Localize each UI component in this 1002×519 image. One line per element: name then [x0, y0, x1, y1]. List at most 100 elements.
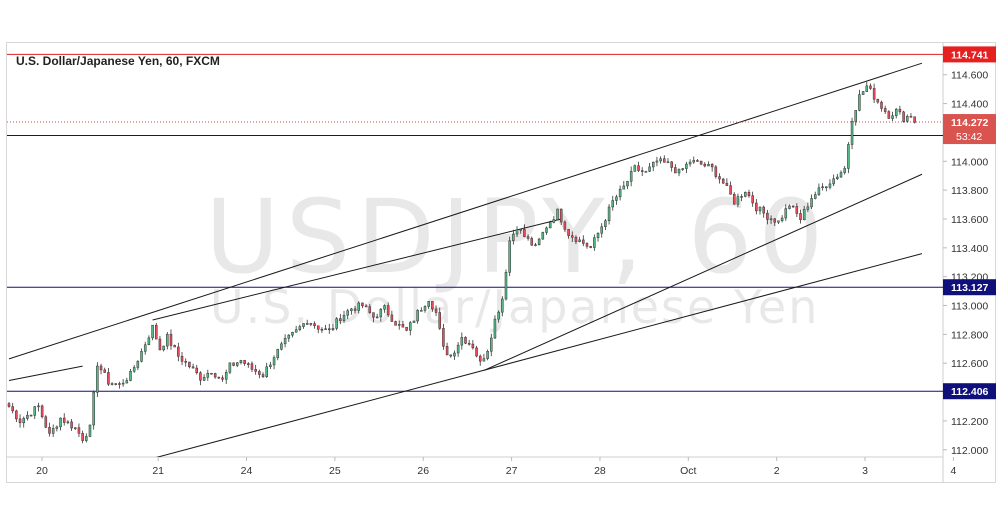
candle-body — [221, 377, 224, 380]
candle — [530, 236, 534, 246]
candle — [523, 224, 526, 238]
candle — [659, 156, 662, 164]
candle-body — [66, 421, 70, 424]
candle-body — [563, 221, 567, 230]
candle-body — [232, 362, 235, 366]
candle-body — [302, 323, 305, 327]
level-price-badge: 114.741 — [943, 46, 996, 63]
candle — [368, 304, 372, 314]
candle-body — [397, 323, 401, 326]
candle-body — [77, 427, 81, 434]
candle-body — [773, 218, 777, 223]
candle — [854, 110, 857, 126]
candle-body — [718, 176, 721, 180]
candle — [497, 310, 500, 323]
candle-body — [265, 366, 268, 377]
candle-body — [640, 170, 644, 172]
chart-frame — [6, 42, 996, 483]
candle-body — [335, 318, 338, 329]
candle-body — [788, 205, 791, 209]
candle — [361, 302, 364, 309]
candle — [626, 180, 629, 190]
candle-body — [490, 337, 493, 352]
candle-body — [618, 188, 622, 198]
candle-body — [707, 164, 710, 167]
candle-body — [287, 334, 291, 339]
candle-body — [29, 414, 33, 417]
x-tick-label: 26 — [417, 465, 429, 477]
candle — [261, 372, 265, 378]
candle — [258, 369, 261, 379]
candle-body — [431, 301, 434, 310]
candle-body — [567, 229, 570, 236]
candle-body — [780, 217, 784, 221]
candle-body — [147, 337, 151, 345]
candle — [773, 217, 777, 227]
candle — [51, 424, 55, 437]
candle — [81, 430, 84, 444]
x-tick-label: 2 — [774, 465, 780, 477]
candle-body — [902, 111, 905, 122]
candle — [331, 323, 335, 331]
candle — [541, 231, 545, 240]
candle-body — [401, 323, 405, 328]
candle-body — [103, 369, 106, 373]
x-tick-label: 27 — [506, 465, 518, 477]
candle-body — [791, 205, 795, 208]
candle-body — [247, 363, 250, 365]
candle-body — [703, 163, 707, 167]
candle — [294, 325, 298, 333]
candle — [247, 362, 250, 368]
candle — [769, 215, 773, 225]
candle — [872, 83, 876, 104]
candle-body — [850, 121, 854, 145]
candle-body — [55, 426, 59, 429]
candle-body — [515, 229, 519, 235]
candle-body — [615, 196, 618, 201]
candle — [629, 166, 633, 187]
candle-body — [523, 229, 526, 237]
candle-body — [648, 166, 651, 172]
candle — [265, 362, 268, 378]
candle-body — [405, 326, 408, 331]
x-tick-label: 24 — [241, 465, 253, 477]
candle — [714, 165, 718, 179]
candle — [401, 320, 405, 328]
candle — [107, 367, 110, 386]
candle-body — [530, 238, 534, 246]
candle-body — [512, 233, 515, 242]
candle-body — [456, 344, 460, 354]
candle-body — [92, 392, 95, 426]
candle-body — [655, 160, 659, 163]
trendline — [152, 218, 562, 321]
candle-body — [478, 355, 482, 362]
candle — [26, 411, 29, 421]
level-badge-label: 114.741 — [951, 49, 989, 61]
candle — [350, 307, 353, 315]
candle-body — [143, 344, 147, 352]
candle-body — [320, 328, 324, 331]
candle-body — [552, 219, 556, 223]
candle — [199, 371, 202, 386]
candle-body — [604, 220, 607, 228]
candle — [508, 236, 511, 277]
candle — [467, 339, 471, 346]
candle — [894, 107, 898, 119]
candle — [232, 362, 235, 367]
candle-body — [309, 323, 313, 325]
candle-body — [368, 306, 372, 313]
candle-body — [412, 320, 416, 323]
candle — [206, 369, 210, 381]
candle — [755, 198, 758, 215]
candle — [121, 378, 125, 387]
candle — [832, 174, 835, 187]
candle — [648, 162, 651, 173]
candle — [224, 369, 228, 385]
level-badge-label: 112.406 — [951, 386, 989, 398]
candle-body — [33, 406, 37, 416]
candle — [438, 307, 441, 330]
candle — [651, 161, 655, 172]
candle-body — [537, 238, 541, 245]
x-tick-label: 20 — [36, 465, 48, 477]
